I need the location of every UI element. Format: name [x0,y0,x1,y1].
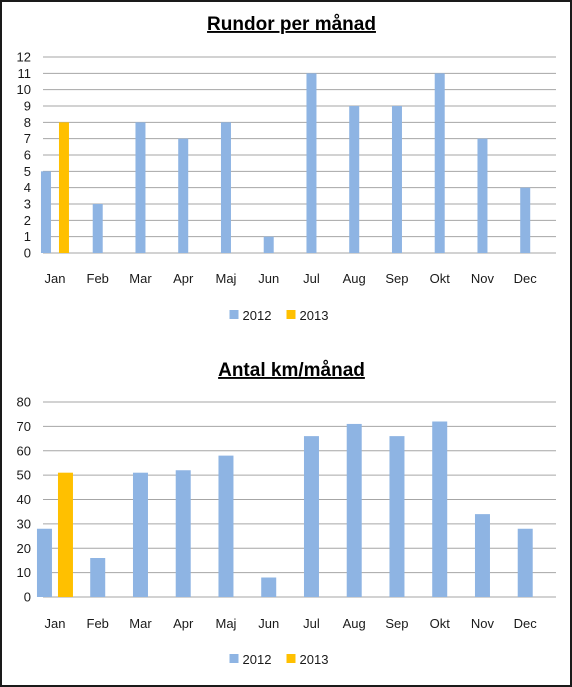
bar-2012-dec [520,187,531,253]
bar-2012-nov [474,514,490,597]
x-tick-label: Okt [430,271,451,286]
bar-2012-jan [40,171,51,253]
y-tick-label: 1 [24,229,31,244]
legend-label-2012: 2012 [243,652,272,667]
bar-2012-maj [218,455,234,597]
y-tick-label: 8 [24,115,31,130]
x-tick-label: Jul [303,271,320,286]
x-tick-label: Jul [303,616,320,631]
y-tick-label: 50 [17,468,31,483]
x-tick-label: Sep [385,616,408,631]
bar-2012-aug [349,106,360,253]
x-tick-label: Maj [215,271,236,286]
y-tick-label: 20 [17,541,31,556]
x-tick-label: Jun [258,616,279,631]
bar-2012-sep [391,106,402,253]
bar-2013-jan [58,122,69,253]
bar-2012-jun [261,577,277,597]
bar-2012-feb [90,558,106,597]
bar-2012-sep [389,436,405,597]
chart-title-1: Rundor per månad [207,14,376,35]
y-tick-label: 0 [24,246,31,261]
bar-2012-jul [303,436,319,597]
y-tick-label: 9 [24,99,31,114]
x-tick-label: Sep [385,271,408,286]
bar-2012-apr [178,138,189,253]
bar-2012-apr [175,470,191,597]
y-tick-label: 6 [24,148,31,163]
legend-label-2013: 2013 [300,308,329,323]
x-tick-label: Okt [430,616,451,631]
x-tick-label: Maj [215,616,236,631]
bar-2012-mar [135,122,146,253]
bar-2012-jul [306,73,317,253]
x-tick-label: Dec [514,271,538,286]
x-tick-label: Jan [44,271,65,286]
legend-swatch-2013 [286,310,296,319]
x-tick-label: Aug [343,271,366,286]
y-tick-label: 2 [24,213,31,228]
y-tick-label: 7 [24,131,31,146]
bar-2012-aug [346,423,362,597]
x-tick-label: Jan [44,616,65,631]
bar-2012-mar [132,472,148,597]
x-tick-label: Apr [173,616,194,631]
x-tick-label: Jun [258,271,279,286]
y-tick-label: 4 [24,180,31,195]
x-tick-label: Nov [471,616,495,631]
x-tick-label: Mar [129,271,152,286]
x-tick-label: Feb [87,271,109,286]
x-tick-label: Mar [129,616,152,631]
y-tick-label: 80 [17,395,31,410]
bar-2012-jun [263,236,274,253]
bar-2012-okt [432,421,448,597]
x-tick-label: Dec [514,616,538,631]
y-tick-label: 11 [18,66,32,81]
y-tick-label: 12 [17,50,31,65]
legend-swatch-2013 [286,654,296,663]
x-tick-label: Nov [471,271,495,286]
x-tick-label: Apr [173,271,194,286]
bar-2012-maj [220,122,231,253]
bar-2013-jan [57,472,73,597]
legend-label-2012: 2012 [243,308,272,323]
y-tick-label: 60 [17,443,31,458]
y-tick-label: 30 [17,516,31,531]
y-tick-label: 70 [17,419,31,434]
legend-swatch-2012 [229,310,239,319]
bar-2012-okt [434,73,445,253]
y-tick-label: 10 [17,82,31,97]
bar-2012-nov [477,138,488,253]
bar-2012-jan [36,528,52,597]
y-tick-label: 40 [17,492,31,507]
legend-swatch-2012 [229,654,239,663]
chart-title-2: Antal km/månad [218,360,365,381]
x-tick-label: Feb [87,616,109,631]
y-tick-label: 3 [24,197,31,212]
y-tick-label: 10 [17,565,31,580]
bar-2012-feb [92,204,103,253]
y-tick-label: 0 [24,590,31,605]
y-tick-label: 5 [24,164,31,179]
x-tick-label: Aug [343,616,366,631]
bar-2012-dec [517,528,533,597]
legend-label-2013: 2013 [300,652,329,667]
